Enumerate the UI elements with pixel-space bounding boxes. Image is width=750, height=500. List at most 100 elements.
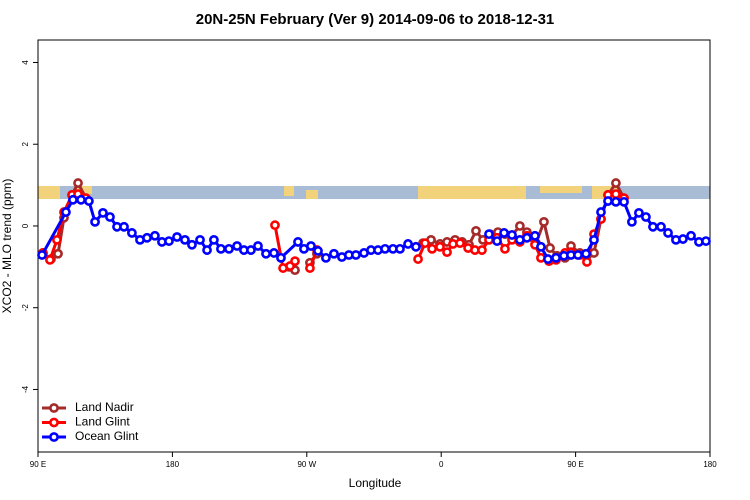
point xyxy=(543,254,553,264)
point xyxy=(61,207,71,217)
point xyxy=(573,250,583,260)
point xyxy=(411,241,421,252)
point xyxy=(68,194,78,205)
point xyxy=(37,250,47,260)
point xyxy=(253,241,263,251)
point xyxy=(172,232,182,242)
point xyxy=(442,247,452,258)
point xyxy=(530,230,540,241)
point xyxy=(522,232,532,243)
point xyxy=(98,207,108,218)
point xyxy=(634,207,644,218)
point xyxy=(84,196,94,206)
point xyxy=(90,216,100,227)
point xyxy=(329,248,339,259)
point xyxy=(351,250,361,260)
point xyxy=(619,196,629,207)
point xyxy=(276,252,286,263)
point xyxy=(306,241,316,251)
legend-label: Land Nadir xyxy=(75,400,134,414)
point xyxy=(539,216,549,227)
point xyxy=(596,207,606,217)
plot-frame xyxy=(37,39,711,453)
point xyxy=(589,234,599,245)
point xyxy=(142,232,152,243)
point xyxy=(492,236,502,246)
legend-marker xyxy=(49,417,59,428)
point xyxy=(626,216,637,227)
point xyxy=(484,229,494,240)
point xyxy=(232,241,242,251)
point xyxy=(270,220,280,231)
point xyxy=(427,243,437,254)
point xyxy=(180,234,190,245)
point xyxy=(76,194,86,205)
point xyxy=(701,236,711,246)
point xyxy=(52,234,62,245)
point xyxy=(246,245,256,255)
point xyxy=(313,246,323,256)
point xyxy=(455,238,465,249)
point xyxy=(648,221,658,232)
point xyxy=(119,221,129,232)
legend-marker xyxy=(49,403,59,413)
point xyxy=(73,178,83,188)
point xyxy=(305,263,315,273)
point xyxy=(477,245,487,255)
map-band xyxy=(38,186,710,199)
point xyxy=(435,241,445,252)
point xyxy=(290,256,300,267)
point xyxy=(420,238,430,249)
point xyxy=(500,243,510,254)
x-tick-label: 90 E xyxy=(567,460,583,469)
point xyxy=(611,178,621,188)
y-tick-label: -4 xyxy=(21,385,30,393)
point xyxy=(209,234,219,245)
point xyxy=(224,243,234,254)
point xyxy=(678,234,688,244)
point xyxy=(471,225,481,236)
chart-title: 20N-25N February (Ver 9) 2014-09-06 to 2… xyxy=(196,11,555,28)
point xyxy=(403,239,413,249)
point xyxy=(551,252,561,263)
point xyxy=(545,243,555,253)
x-tick-label: 180 xyxy=(703,460,717,469)
point xyxy=(611,189,621,199)
point xyxy=(105,212,115,222)
point xyxy=(380,243,390,254)
point xyxy=(321,252,331,263)
y-tick-label: -2 xyxy=(21,304,30,312)
point xyxy=(164,236,174,246)
point xyxy=(582,257,592,267)
point xyxy=(641,212,651,222)
point xyxy=(45,254,55,265)
point xyxy=(195,234,205,245)
point xyxy=(686,230,696,241)
point xyxy=(150,230,160,241)
point xyxy=(413,254,423,264)
legend-label: Ocean Glint xyxy=(75,429,139,443)
point xyxy=(293,237,303,247)
point xyxy=(216,243,226,254)
point xyxy=(536,241,546,252)
y-tick-label: 0 xyxy=(21,223,30,228)
point xyxy=(656,221,666,232)
point xyxy=(53,248,63,259)
point xyxy=(187,239,197,250)
point xyxy=(395,243,405,254)
point xyxy=(514,221,525,231)
point xyxy=(202,245,212,255)
legend-label: Land Glint xyxy=(75,415,130,429)
x-tick-label: 180 xyxy=(166,460,180,469)
point xyxy=(261,248,271,259)
x-axis-label: Longitude xyxy=(349,476,402,490)
point xyxy=(507,230,517,240)
legend-marker xyxy=(49,432,59,442)
point xyxy=(581,248,591,259)
x-tick-label: 0 xyxy=(439,460,444,469)
point xyxy=(499,228,509,238)
point xyxy=(663,228,673,238)
y-tick-label: 2 xyxy=(21,141,30,146)
point xyxy=(127,228,137,238)
